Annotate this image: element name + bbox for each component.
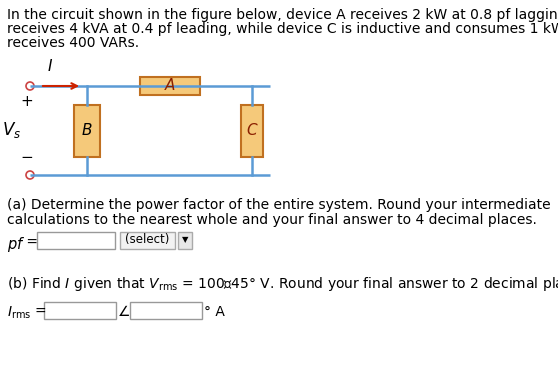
Bar bbox=[44, 302, 116, 319]
Text: ∠: ∠ bbox=[118, 305, 131, 319]
Text: receives 400 VARs.: receives 400 VARs. bbox=[7, 36, 139, 50]
Bar bbox=[37, 232, 115, 249]
Text: =: = bbox=[34, 305, 46, 319]
Text: $V_s$: $V_s$ bbox=[2, 120, 22, 140]
Text: ° A: ° A bbox=[204, 305, 225, 319]
Text: −: − bbox=[21, 150, 33, 165]
Bar bbox=[140, 77, 200, 95]
Text: In the circuit shown in the figure below, device A receives 2 kW at 0.8 pf laggi: In the circuit shown in the figure below… bbox=[7, 8, 558, 22]
Bar bbox=[74, 104, 100, 156]
Text: C: C bbox=[247, 123, 257, 138]
Text: +: + bbox=[21, 94, 33, 109]
Text: B: B bbox=[82, 123, 92, 138]
Text: (select): (select) bbox=[126, 233, 170, 246]
Text: ▼: ▼ bbox=[182, 235, 188, 244]
Text: (a) Determine the power factor of the entire system. Round your intermediate: (a) Determine the power factor of the en… bbox=[7, 198, 551, 212]
Text: calculations to the nearest whole and your final answer to 4 decimal places.: calculations to the nearest whole and yo… bbox=[7, 213, 537, 227]
Text: $pf$: $pf$ bbox=[7, 235, 25, 254]
Text: (b) Find $I$ given that $V_{\mathrm{rms}}$ = 100⑐45° V. Round your final answer : (b) Find $I$ given that $V_{\mathrm{rms}… bbox=[7, 275, 558, 293]
Bar bbox=[130, 302, 202, 319]
Text: $I$: $I$ bbox=[47, 58, 53, 74]
Bar bbox=[120, 232, 175, 249]
Text: receives 4 kVA at 0.4 pf leading, while device C is inductive and consumes 1 kW : receives 4 kVA at 0.4 pf leading, while … bbox=[7, 22, 558, 36]
Text: A: A bbox=[164, 79, 175, 93]
Text: $I_{\mathrm{rms}}$: $I_{\mathrm{rms}}$ bbox=[7, 305, 31, 321]
Text: =: = bbox=[22, 235, 38, 249]
Bar bbox=[241, 104, 263, 156]
Bar bbox=[178, 232, 192, 249]
